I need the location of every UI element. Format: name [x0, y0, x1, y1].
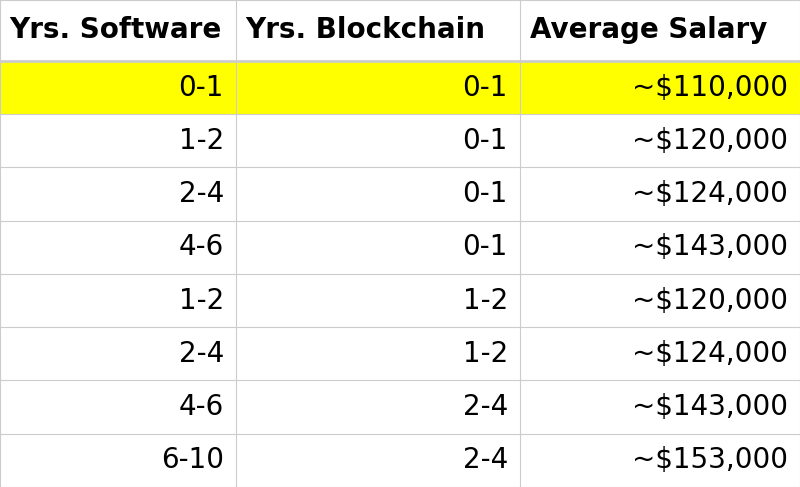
Bar [0, 114, 236, 168]
Bar [520, 380, 800, 434]
Bar [236, 327, 520, 380]
Text: 4-6: 4-6 [178, 393, 224, 421]
Bar [520, 61, 800, 114]
Text: Yrs. Software: Yrs. Software [10, 17, 222, 44]
Bar [236, 434, 520, 487]
Bar [520, 221, 800, 274]
Bar [0, 274, 236, 327]
Bar [0, 327, 236, 380]
Text: ~$124,000: ~$124,000 [632, 340, 788, 368]
Text: 1-2: 1-2 [462, 286, 508, 315]
Bar [236, 0, 520, 61]
Text: ~$124,000: ~$124,000 [632, 180, 788, 208]
Text: 4-6: 4-6 [178, 233, 224, 262]
Text: Average Salary: Average Salary [530, 17, 767, 44]
Bar [0, 168, 236, 221]
Bar [520, 434, 800, 487]
Bar [236, 61, 520, 114]
Text: 0-1: 0-1 [462, 74, 508, 101]
Text: 2-4: 2-4 [178, 340, 224, 368]
Bar [520, 274, 800, 327]
Text: 1-2: 1-2 [178, 127, 224, 155]
Text: 0-1: 0-1 [462, 233, 508, 262]
Bar [236, 380, 520, 434]
Text: 1-2: 1-2 [462, 340, 508, 368]
Bar [0, 380, 236, 434]
Bar [236, 114, 520, 168]
Bar [0, 61, 236, 114]
Bar [236, 274, 520, 327]
Bar [236, 221, 520, 274]
Text: ~$153,000: ~$153,000 [632, 447, 788, 474]
Text: ~$110,000: ~$110,000 [632, 74, 788, 101]
Text: 2-4: 2-4 [462, 447, 508, 474]
Text: 0-1: 0-1 [462, 127, 508, 155]
Text: ~$143,000: ~$143,000 [632, 393, 788, 421]
Bar [236, 168, 520, 221]
Text: 2-4: 2-4 [462, 393, 508, 421]
Bar [0, 0, 236, 61]
Bar [0, 434, 236, 487]
Text: 6-10: 6-10 [161, 447, 224, 474]
Text: 0-1: 0-1 [462, 180, 508, 208]
Text: Yrs. Blockchain: Yrs. Blockchain [246, 17, 486, 44]
Bar [520, 0, 800, 61]
Text: 0-1: 0-1 [178, 74, 224, 101]
Text: ~$143,000: ~$143,000 [632, 233, 788, 262]
Bar [520, 327, 800, 380]
Bar [520, 114, 800, 168]
Bar [0, 221, 236, 274]
Text: 1-2: 1-2 [178, 286, 224, 315]
Text: ~$120,000: ~$120,000 [632, 127, 788, 155]
Text: ~$120,000: ~$120,000 [632, 286, 788, 315]
Text: 2-4: 2-4 [178, 180, 224, 208]
Bar [520, 168, 800, 221]
